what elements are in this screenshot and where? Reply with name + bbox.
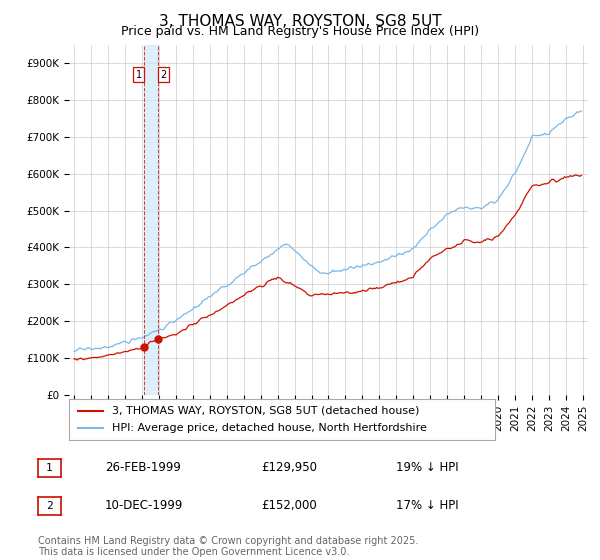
Text: 3, THOMAS WAY, ROYSTON, SG8 5UT (detached house): 3, THOMAS WAY, ROYSTON, SG8 5UT (detache…	[112, 405, 419, 416]
Text: £152,000: £152,000	[261, 499, 317, 512]
Bar	[145, 45, 158, 395]
Text: 17% ↓ HPI: 17% ↓ HPI	[396, 499, 458, 512]
Text: Price paid vs. HM Land Registry's House Price Index (HPI): Price paid vs. HM Land Registry's House …	[121, 25, 479, 38]
Text: 10-DEC-1999: 10-DEC-1999	[105, 499, 184, 512]
Text: 1: 1	[136, 69, 142, 80]
Text: 26-FEB-1999: 26-FEB-1999	[105, 461, 181, 474]
Text: 1: 1	[46, 463, 53, 473]
Text: £129,950: £129,950	[261, 461, 317, 474]
Text: 3, THOMAS WAY, ROYSTON, SG8 5UT: 3, THOMAS WAY, ROYSTON, SG8 5UT	[158, 14, 442, 29]
Text: Contains HM Land Registry data © Crown copyright and database right 2025.
This d: Contains HM Land Registry data © Crown c…	[38, 535, 418, 557]
Text: 2: 2	[160, 69, 167, 80]
Text: 2: 2	[46, 501, 53, 511]
Text: 19% ↓ HPI: 19% ↓ HPI	[396, 461, 458, 474]
Text: HPI: Average price, detached house, North Hertfordshire: HPI: Average price, detached house, Nort…	[112, 423, 427, 433]
